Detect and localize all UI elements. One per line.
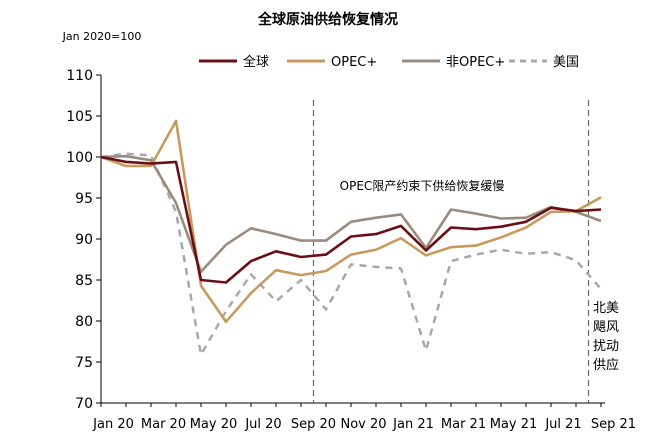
y-tick-label: 70 [75, 396, 93, 412]
legend-label: 非OPEC+ [446, 55, 505, 70]
x-tick-label: Mar 21 [441, 417, 486, 432]
annotation-text: 扰动 [593, 339, 619, 354]
annotation-text: 供应 [593, 357, 619, 373]
reference-lines [312, 100, 590, 403]
series-line [100, 155, 602, 284]
x-tick-label: Mar 20 [141, 417, 186, 432]
axes: 70 75 80 85 90 95 100 105 110 Jan 20 Mar 20 May 20 J… [66, 68, 636, 432]
annotation-text: 北美 [593, 301, 619, 316]
series-line [100, 154, 602, 274]
y-tick-label: 75 [75, 355, 93, 371]
series-line [100, 119, 602, 324]
series-line [100, 152, 602, 356]
x-tick-label: Jan 20 [92, 417, 134, 432]
series-group [100, 119, 602, 356]
y-tick-label: 90 [75, 232, 93, 248]
y-tick-label: 80 [75, 314, 93, 330]
x-tick-label: Sep 20 [291, 417, 336, 432]
x-tick-label: Jul 20 [244, 417, 281, 432]
chart-subtitle: Jan 2020=100 [62, 30, 142, 43]
legend-label: 全球 [243, 54, 269, 70]
x-tick-label: May 21 [490, 417, 538, 432]
x-tick-label: Sep 21 [591, 417, 636, 432]
y-tick-label: 110 [66, 68, 93, 84]
y-tick-label: 85 [75, 273, 93, 289]
annotation-text: OPEC限产约束下供给恢复缓慢 [340, 178, 505, 193]
x-tick-label: Nov 20 [340, 417, 386, 432]
y-tick-label: 105 [66, 109, 93, 125]
annotation-text: 飓风 [593, 320, 619, 335]
y-tick-label: 95 [75, 191, 93, 207]
legend: 全球 OPEC+ 非OPEC+ 美国 [199, 54, 579, 70]
y-tick-label: 100 [66, 150, 93, 166]
x-tick-label: May 20 [190, 417, 238, 432]
x-tick-label: Jul 21 [544, 417, 581, 432]
chart-title: 全球原油供给恢复情况 [257, 11, 398, 28]
x-tick-label: Jan 21 [392, 417, 434, 432]
legend-label: OPEC+ [331, 55, 377, 70]
legend-label: 美国 [553, 55, 579, 70]
